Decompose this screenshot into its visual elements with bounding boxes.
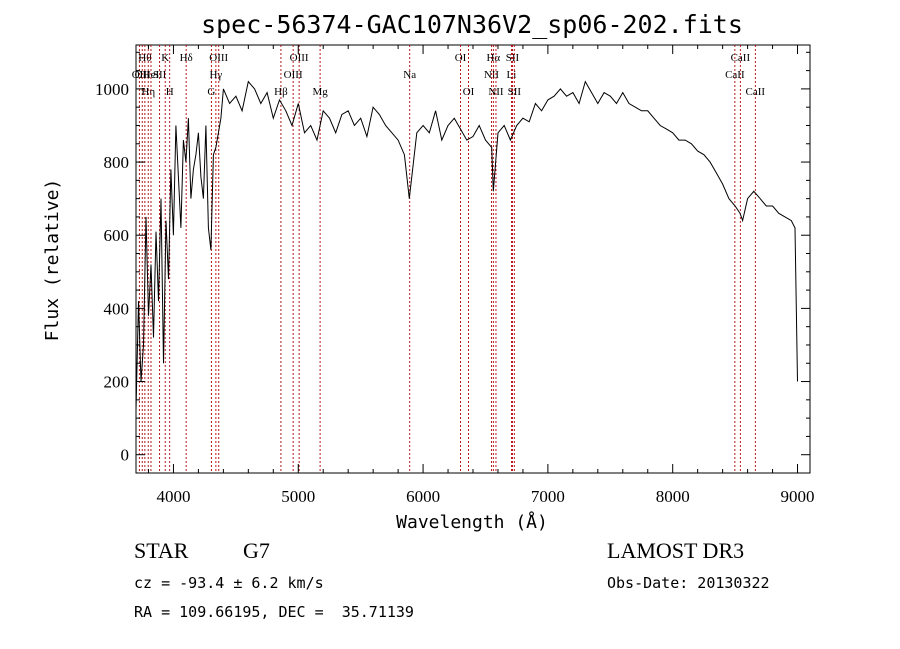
y-tick-label: 600 [104, 226, 130, 245]
spectrum-chart: spec-56374-GAC107N36V2_sp06-202.fits OII… [42, 10, 815, 533]
observation-date: Obs-Date: 20130322 [607, 574, 770, 592]
plot-frame [135, 44, 811, 474]
y-tick-label: 1000 [95, 80, 129, 99]
y-tick-label: 200 [104, 373, 130, 392]
survey-name: LAMOST DR3 [607, 538, 745, 563]
line-label: Hγ [209, 69, 222, 81]
y-axis-label: Flux (relative) [42, 179, 63, 342]
line-label: SII [153, 69, 167, 81]
axis-ticks: 4000 5000 6000 7000 8000 9000 0 200 400 600 800 100… [95, 45, 815, 506]
line-label: OIII [290, 52, 309, 64]
object-subclass: G7 [243, 538, 270, 563]
y-tick-label: 800 [104, 153, 130, 172]
line-label: SII [506, 52, 520, 64]
line-label: Li [507, 69, 517, 81]
line-label: OII [132, 69, 148, 81]
line-label: G [207, 86, 215, 98]
x-tick-label: 5000 [281, 487, 315, 506]
y-tick-label: 0 [121, 446, 130, 465]
redshift-cz: cz = -93.4 ± 6.2 km/s [134, 574, 324, 592]
line-label: HeI [143, 69, 160, 81]
line-label: Hη [141, 86, 155, 98]
x-tick-label: 4000 [156, 487, 190, 506]
line-label: CaII [725, 69, 745, 81]
spectrum-line [135, 80, 798, 411]
x-tick-label: 6000 [406, 487, 440, 506]
line-label: SII [508, 86, 522, 98]
line-label: CaII [746, 86, 766, 98]
coordinates: RA = 109.66195, DEC = 35.71139 [134, 603, 414, 621]
line-label: OI [455, 52, 467, 64]
line-label: Hβ [274, 86, 288, 98]
line-label: Mg [312, 86, 328, 98]
chart-title: spec-56374-GAC107N36V2_sp06-202.fits [201, 10, 743, 39]
line-label: Hδ [180, 52, 193, 64]
x-tick-label: 9000 [781, 487, 815, 506]
line-label: OIII [209, 52, 228, 64]
line-label: Hα [486, 52, 500, 64]
line-label: H [166, 86, 174, 98]
line-label: K [161, 52, 169, 64]
line-label: CaII [731, 52, 751, 64]
line-markers: OIIOIIHθHηHeISIIKHHδGHγOIIIHβOIIIOIIIMgN… [132, 45, 766, 473]
line-label: OII [135, 69, 151, 81]
line-label: Na [403, 69, 416, 81]
line-label: OIII [284, 69, 303, 81]
x-axis-label: Wavelength (Å) [396, 511, 548, 533]
line-label: NII [484, 69, 500, 81]
object-class: STAR [134, 538, 189, 563]
line-label: OI [463, 86, 475, 98]
line-label: NII [488, 86, 504, 98]
x-tick-label: 7000 [531, 487, 565, 506]
line-label: Hθ [138, 52, 151, 64]
y-tick-label: 400 [104, 299, 130, 318]
x-tick-label: 8000 [656, 487, 690, 506]
